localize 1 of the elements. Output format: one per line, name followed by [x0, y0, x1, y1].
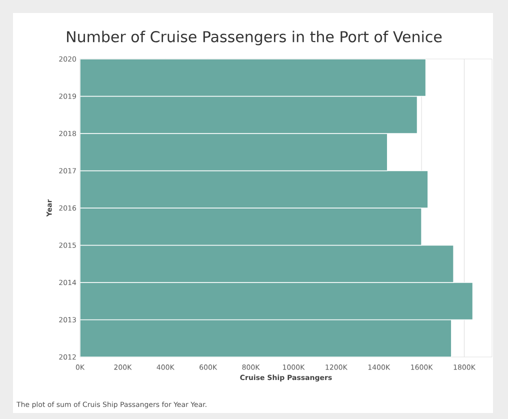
chart-title: Number of Cruise Passengers in the Port of Venice [67, 30, 442, 46]
